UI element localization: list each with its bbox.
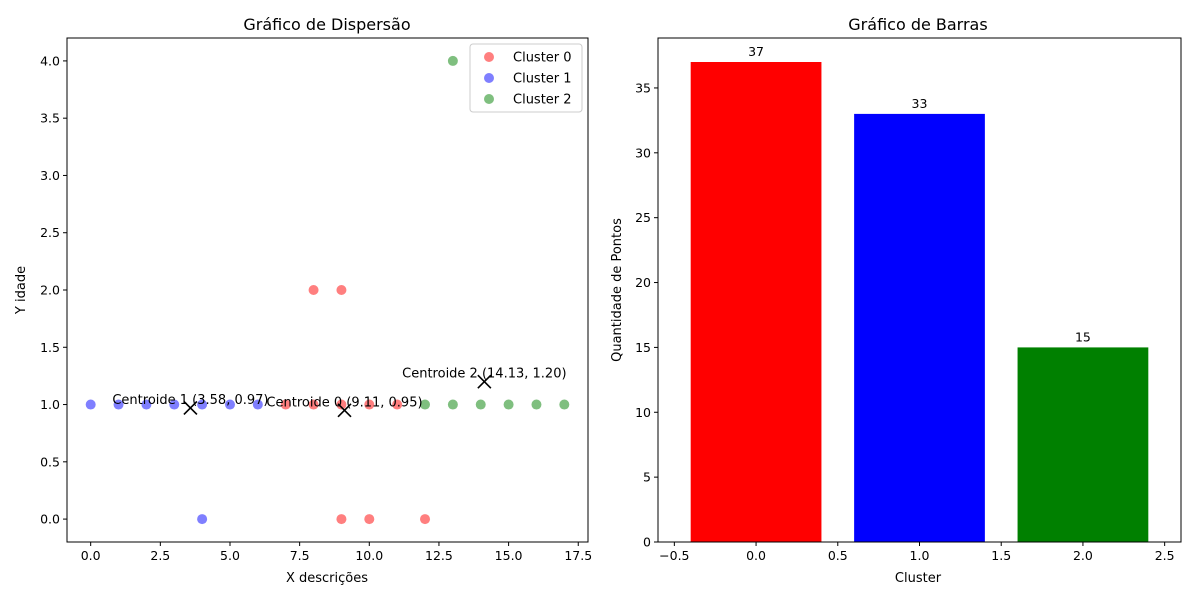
legend-marker-cluster-0 (484, 52, 494, 62)
scatter-point-cluster-1 (141, 399, 152, 410)
scatter-x-tick-label: 0.0 (81, 548, 101, 563)
centroid-marker-1 (183, 400, 198, 416)
scatter-y-label: Y idade (14, 266, 29, 315)
scatter-point-cluster-1 (197, 514, 208, 525)
bar-axes-frame (657, 37, 1182, 543)
bar-x-tick-label: 1.5 (991, 548, 1011, 563)
bar-y-tick-label: 15 (635, 340, 651, 355)
scatter-legend-box (469, 43, 583, 113)
legend-label-cluster-0: Cluster 0 (513, 51, 572, 66)
bar-x-tick-label: 2.0 (1073, 548, 1093, 563)
scatter-x-tick-label: 2.5 (150, 548, 170, 563)
scatter-points (85, 55, 570, 525)
bar-title: Gráfico de Barras (848, 15, 987, 34)
scatter-point-cluster-0 (280, 399, 291, 410)
scatter-x-tick-label: 12.5 (425, 548, 453, 563)
scatter-y-tick-label: 2.5 (40, 225, 60, 240)
bar-x-tick-label: 0.0 (746, 548, 766, 563)
centroid-marker-0 (337, 403, 352, 418)
bar-panel: Gráfico de Barras −0.5 0.0 0.5 1.0 1.5 2.0 2.5… (610, 15, 1182, 586)
scatter-y-tick-label: 4.0 (40, 53, 60, 68)
bar-x-label: Cluster (895, 571, 942, 586)
scatter-y-tick-label: 3.5 (40, 111, 60, 126)
bar-x-tick-label: 2.5 (1155, 548, 1175, 563)
scatter-ticks: 0.0 2.5 5.0 7.5 10.0 12.5 15.0 17.5 0.0 0.5 1.0 1.5… (40, 53, 592, 563)
legend-label-cluster-1: Cluster 1 (513, 72, 572, 87)
scatter-point-cluster-1 (113, 399, 124, 410)
bar-y-tick-label: 0 (643, 535, 651, 550)
scatter-point-cluster-0 (420, 514, 431, 525)
bar-x-tick-label: 1.0 (910, 548, 930, 563)
scatter-x-label: X descrições (286, 571, 368, 586)
scatter-legend: Cluster 0 Cluster 1 Cluster 2 (469, 43, 583, 113)
scatter-point-cluster-0 (308, 399, 319, 410)
scatter-point-cluster-1 (85, 399, 96, 410)
bar-y-tick-label: 10 (635, 405, 651, 420)
scatter-x-tick-label: 10.0 (355, 548, 383, 563)
bar-value-label-1: 33 (912, 96, 928, 111)
bar-y-tick-label: 30 (635, 145, 651, 160)
scatter-y-tick-label: 1.0 (40, 397, 60, 412)
bar-ticks: −0.5 0.0 0.5 1.0 1.5 2.0 2.5 0 5 10 15 20 25 30 35 (635, 80, 1175, 563)
centroid-label-1: Centroide 1 (3.58, 0.97) (112, 393, 268, 408)
scatter-point-cluster-2 (531, 399, 542, 410)
scatter-point-cluster-1 (224, 399, 235, 410)
bar-cluster-0 (690, 62, 822, 542)
bar-cluster-2 (1017, 347, 1149, 542)
legend-marker-cluster-1 (484, 73, 494, 83)
scatter-point-cluster-0 (308, 285, 319, 295)
scatter-point-cluster-0 (364, 399, 375, 410)
centroid-marker-2 (477, 374, 492, 389)
scatter-x-tick-label: 5.0 (220, 548, 240, 563)
bar-y-tick-label: 25 (635, 210, 651, 225)
scatter-y-tick-label: 2.0 (40, 283, 60, 298)
scatter-point-cluster-2 (447, 55, 458, 66)
scatter-centroids: Centroide 0 (9.11, 0.95)Centroide 1 (3.5… (112, 367, 567, 418)
scatter-y-tick-label: 0.0 (40, 512, 60, 527)
scatter-point-cluster-1 (197, 399, 208, 410)
scatter-y-tick-label: 3.0 (40, 168, 60, 183)
bar-value-label-0: 37 (748, 44, 764, 59)
scatter-point-cluster-1 (252, 399, 263, 410)
scatter-point-cluster-0 (364, 514, 375, 525)
bar-y-label: Quantidade de Pontos (610, 218, 625, 362)
scatter-x-tick-label: 15.0 (495, 548, 523, 563)
scatter-point-cluster-2 (503, 399, 514, 410)
scatter-point-cluster-2 (420, 399, 431, 410)
scatter-point-cluster-0 (336, 514, 347, 525)
bar-x-tick-label: −0.5 (659, 548, 689, 563)
centroid-label-0: Centroide 0 (9.11, 0.95) (266, 395, 422, 410)
bar-value-label-2: 15 (1075, 329, 1091, 344)
bar-cluster-1 (854, 113, 985, 542)
scatter-x-tick-label: 7.5 (290, 548, 310, 563)
bar-bars: 37 33 15 (690, 44, 1149, 542)
bar-y-tick-label: 5 (643, 470, 651, 485)
scatter-x-tick-label: 17.5 (564, 548, 592, 563)
centroid-label-2: Centroide 2 (14.13, 1.20) (402, 367, 566, 382)
legend-label-cluster-2: Cluster 2 (513, 93, 572, 108)
scatter-y-tick-label: 0.5 (40, 454, 60, 469)
scatter-point-cluster-0 (336, 285, 347, 295)
bar-y-tick-label: 20 (635, 275, 651, 290)
scatter-panel: Gráfico de Dispersão 0.0 2.5 5.0 7.5 10.0 12.… (14, 15, 592, 586)
scatter-point-cluster-1 (169, 399, 180, 410)
scatter-y-tick-label: 1.5 (40, 340, 60, 355)
scatter-axes-frame (66, 37, 589, 543)
bar-x-tick-label: 0.5 (828, 548, 848, 563)
scatter-point-cluster-0 (392, 399, 403, 410)
legend-marker-cluster-2 (484, 94, 494, 104)
scatter-title: Gráfico de Dispersão (243, 15, 410, 34)
scatter-point-cluster-2 (559, 399, 570, 410)
scatter-point-cluster-0 (336, 399, 347, 410)
scatter-point-cluster-2 (447, 399, 458, 410)
scatter-point-cluster-2 (475, 399, 486, 410)
bar-y-tick-label: 35 (635, 80, 651, 95)
